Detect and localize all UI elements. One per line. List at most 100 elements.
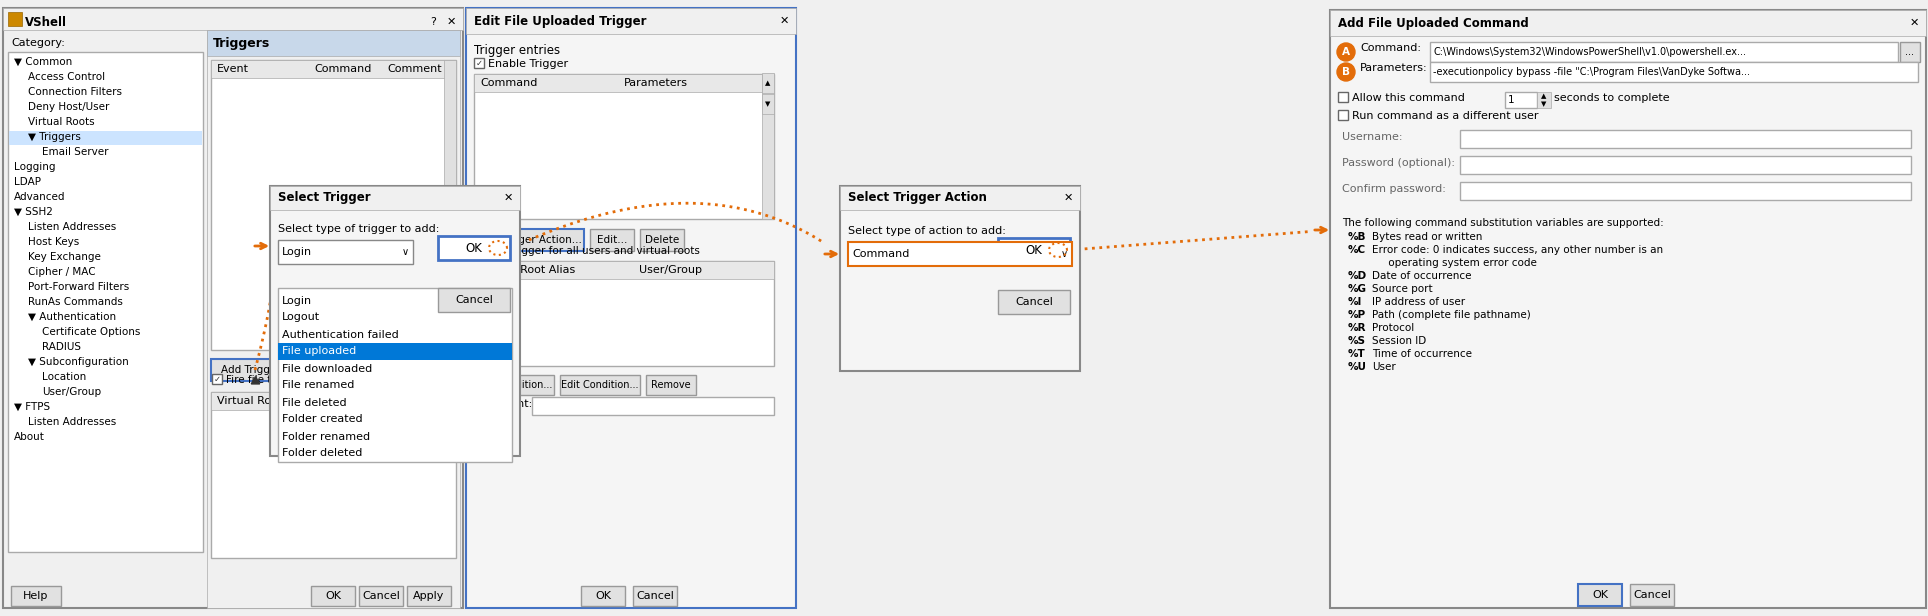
FancyBboxPatch shape xyxy=(762,73,773,93)
FancyBboxPatch shape xyxy=(1537,92,1550,108)
Text: Username:: Username: xyxy=(1342,132,1402,142)
Text: ▲: ▲ xyxy=(1540,93,1546,99)
Text: Enable Trigger: Enable Trigger xyxy=(488,59,569,69)
FancyBboxPatch shape xyxy=(1459,156,1911,174)
FancyBboxPatch shape xyxy=(474,261,773,366)
FancyBboxPatch shape xyxy=(278,240,413,264)
Text: ∨: ∨ xyxy=(1060,249,1068,259)
Text: Edit File Uploaded Trigger: Edit File Uploaded Trigger xyxy=(474,15,646,28)
Text: Email Server: Email Server xyxy=(42,147,108,157)
Text: OK: OK xyxy=(596,591,611,601)
Text: Port-Forward Filters: Port-Forward Filters xyxy=(29,282,129,292)
Text: %I: %I xyxy=(1348,297,1363,307)
Text: %T: %T xyxy=(1348,349,1365,359)
Text: %P: %P xyxy=(1348,310,1367,320)
FancyBboxPatch shape xyxy=(762,94,773,114)
FancyBboxPatch shape xyxy=(210,392,457,410)
Text: RunAs Commands: RunAs Commands xyxy=(29,297,123,307)
FancyBboxPatch shape xyxy=(999,238,1070,262)
FancyBboxPatch shape xyxy=(212,374,222,384)
Text: Parameters:: Parameters: xyxy=(1359,63,1427,73)
Text: Key Exchange: Key Exchange xyxy=(29,252,100,262)
FancyBboxPatch shape xyxy=(640,229,684,251)
FancyBboxPatch shape xyxy=(10,131,202,145)
Text: Trigger entries: Trigger entries xyxy=(474,44,561,57)
FancyBboxPatch shape xyxy=(1338,110,1348,120)
Text: Add Trigger...: Add Trigger... xyxy=(220,365,289,375)
Text: Select Trigger: Select Trigger xyxy=(278,192,370,205)
FancyBboxPatch shape xyxy=(841,186,1080,210)
FancyBboxPatch shape xyxy=(278,288,513,462)
Text: User/Group: User/Group xyxy=(345,396,409,406)
Text: Edit Trigger...: Edit Trigger... xyxy=(308,365,378,375)
Text: Date of occurrence: Date of occurrence xyxy=(1373,271,1471,281)
Text: ▼: ▼ xyxy=(765,101,771,107)
FancyBboxPatch shape xyxy=(1431,62,1918,82)
Text: Command: Command xyxy=(314,64,372,74)
FancyBboxPatch shape xyxy=(1459,130,1911,148)
Text: File renamed: File renamed xyxy=(281,381,355,391)
Text: Listen Addresses: Listen Addresses xyxy=(29,222,116,232)
FancyBboxPatch shape xyxy=(1330,10,1926,608)
Text: ✕: ✕ xyxy=(1909,18,1918,28)
Text: ...: ... xyxy=(1905,47,1915,57)
FancyBboxPatch shape xyxy=(1899,42,1920,62)
FancyBboxPatch shape xyxy=(532,397,773,415)
Text: Command: Command xyxy=(852,249,910,259)
FancyBboxPatch shape xyxy=(632,586,677,606)
Text: 1: 1 xyxy=(1508,95,1515,105)
Text: Command: Command xyxy=(480,78,538,88)
Text: Delete: Delete xyxy=(644,235,679,245)
Text: Folder deleted: Folder deleted xyxy=(281,448,362,458)
FancyBboxPatch shape xyxy=(206,30,461,608)
Text: ✓: ✓ xyxy=(476,59,482,68)
FancyBboxPatch shape xyxy=(467,8,796,34)
Text: ▼ Authentication: ▼ Authentication xyxy=(29,312,116,322)
Text: C:\Windows\System32\WindowsPowerShell\v1.0\powershell.ex...: C:\Windows\System32\WindowsPowerShell\v1… xyxy=(1433,47,1747,57)
Text: ✕: ✕ xyxy=(779,16,789,26)
FancyBboxPatch shape xyxy=(646,375,696,395)
FancyBboxPatch shape xyxy=(438,288,511,312)
FancyBboxPatch shape xyxy=(4,8,463,608)
Text: Command:: Command: xyxy=(1359,43,1421,53)
Text: RADIUS: RADIUS xyxy=(42,342,81,352)
Text: Password (optional):: Password (optional): xyxy=(1342,158,1456,168)
FancyBboxPatch shape xyxy=(474,74,773,92)
Text: ▼: ▼ xyxy=(1540,101,1546,107)
Text: Virtual Roots: Virtual Roots xyxy=(29,117,94,127)
Text: Login: Login xyxy=(281,296,312,306)
Text: Location: Location xyxy=(42,372,87,382)
Circle shape xyxy=(1336,43,1355,61)
Text: ✓: ✓ xyxy=(214,375,220,384)
FancyBboxPatch shape xyxy=(210,392,457,558)
Text: Session ID: Session ID xyxy=(1373,336,1427,346)
Text: B: B xyxy=(1342,67,1350,77)
Text: %B: %B xyxy=(1348,232,1367,242)
FancyBboxPatch shape xyxy=(1338,92,1348,102)
Text: ▼ Subconfiguration: ▼ Subconfiguration xyxy=(29,357,129,367)
FancyBboxPatch shape xyxy=(1330,10,1926,36)
Text: Fire trigger for all users and virtual roots: Fire trigger for all users and virtual r… xyxy=(488,246,700,256)
Text: ▼ SSH2: ▼ SSH2 xyxy=(13,207,52,217)
FancyBboxPatch shape xyxy=(270,186,521,210)
Text: %U: %U xyxy=(1348,362,1367,372)
Text: Cipher / MAC: Cipher / MAC xyxy=(29,267,96,277)
FancyBboxPatch shape xyxy=(270,186,521,456)
Text: Add Condition...: Add Condition... xyxy=(476,380,553,390)
Text: %G: %G xyxy=(1348,284,1367,294)
Text: Time of occurrence: Time of occurrence xyxy=(1373,349,1471,359)
FancyBboxPatch shape xyxy=(1577,584,1621,606)
Text: Logout: Logout xyxy=(281,312,320,323)
Text: Cancel: Cancel xyxy=(636,591,675,601)
Text: Category:: Category: xyxy=(12,38,66,48)
Text: Event: Event xyxy=(218,64,249,74)
FancyBboxPatch shape xyxy=(210,60,457,78)
FancyBboxPatch shape xyxy=(12,586,62,606)
Text: %D: %D xyxy=(1348,271,1367,281)
Text: %R: %R xyxy=(1348,323,1367,333)
FancyBboxPatch shape xyxy=(848,242,1072,266)
Text: seconds to complete: seconds to complete xyxy=(1554,93,1670,103)
Text: ∨: ∨ xyxy=(401,247,409,257)
FancyBboxPatch shape xyxy=(467,8,796,608)
Text: Cancel: Cancel xyxy=(455,295,494,305)
